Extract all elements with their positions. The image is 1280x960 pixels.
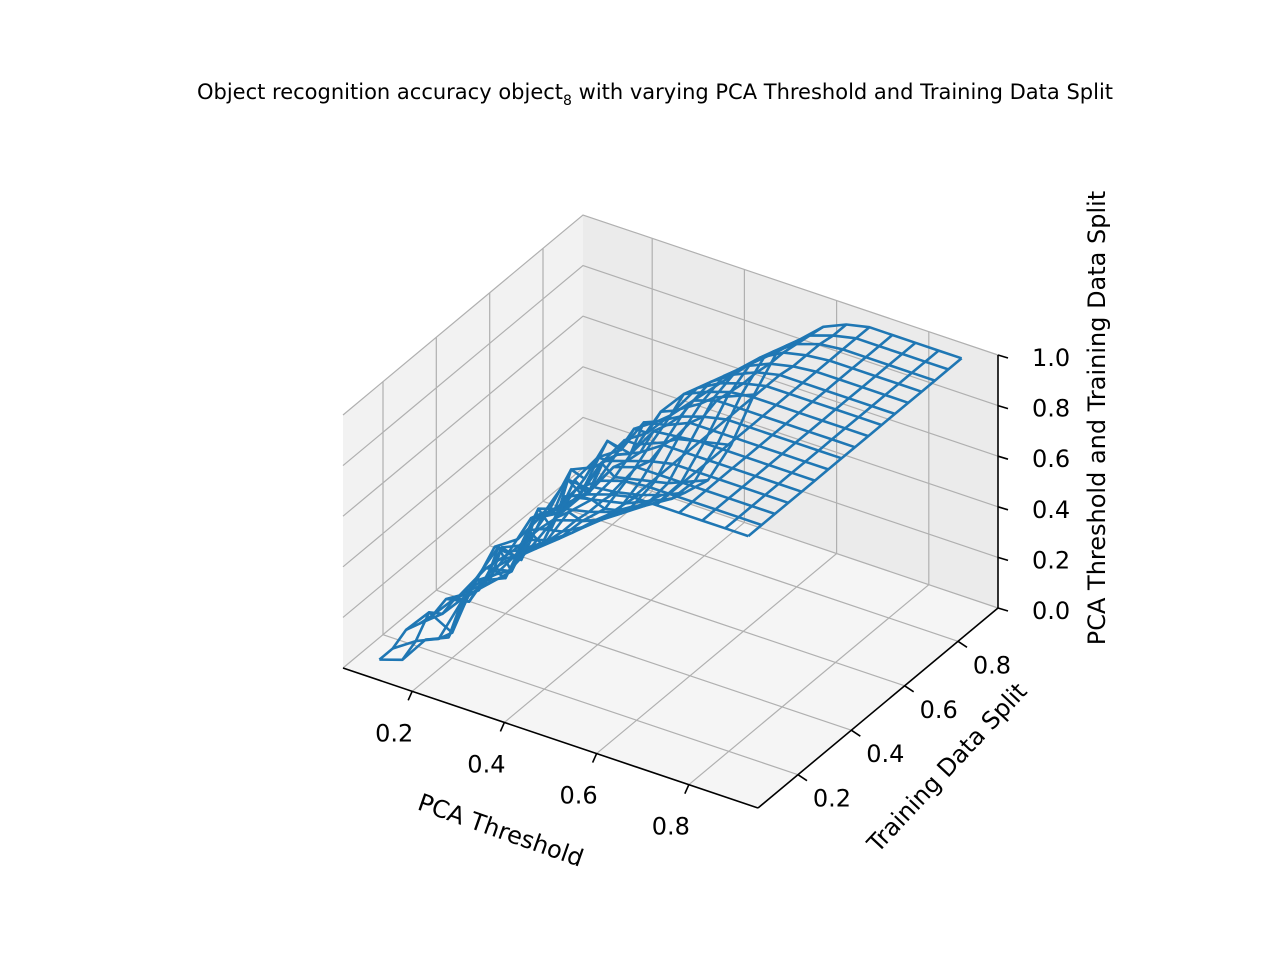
x-tick-mark: [591, 753, 598, 763]
z-tick-label: 0.0: [1032, 597, 1070, 625]
chart-title: Object recognition accuracy object8 with…: [197, 80, 1113, 109]
chart-title-main: Object recognition accuracy object: [197, 80, 563, 104]
x-tick-label: 0.4: [467, 750, 505, 778]
z-axis-label: PCA Threshold and Training Data Split: [1083, 191, 1111, 645]
y-tick-label: 0.4: [866, 740, 904, 768]
y-tick-label: 0.2: [813, 785, 851, 813]
z-gridline: [342, 416, 999, 618]
y-tick-label: 0.8: [973, 651, 1011, 679]
axis-gridlines: [342, 214, 999, 786]
wireframe-column-line: [516, 437, 732, 540]
x-tick-mark: [499, 722, 506, 732]
z-tick-label: 0.4: [1032, 496, 1070, 524]
axis-panes: [343, 215, 998, 808]
y-tick-label: 0.6: [920, 696, 958, 724]
x-tick-label: 0.2: [375, 719, 413, 747]
z-gridline: [342, 315, 999, 517]
wireframe-column-line: [632, 323, 848, 499]
z-tick-mark: [997, 455, 1009, 460]
y-tick-mark: [957, 640, 968, 648]
wireframe-column-line: [747, 357, 963, 538]
y-tick-mark: [797, 774, 808, 782]
z-gridline: [342, 214, 999, 416]
wireframe-column-line: [494, 461, 709, 562]
wireframe-surface: [378, 323, 963, 662]
z-tick-label: 0.8: [1032, 395, 1070, 423]
wireframe-column-line: [724, 349, 940, 530]
x-tick-label: 0.6: [560, 782, 598, 810]
z-tick-mark: [997, 556, 1009, 562]
wireframe-column-line: [655, 326, 871, 506]
z-gridline: [342, 264, 999, 467]
wireframe-column-line: [608, 325, 825, 496]
z-tick-label: 1.0: [1032, 344, 1070, 372]
wireframe-column-line: [471, 491, 686, 591]
z-tick-mark: [997, 506, 1009, 511]
x-tick-mark: [684, 784, 690, 794]
tick-labels: 0.2 0.4 0.6 0.8 0.2 0.4 0.6 0.8 0.0 0.2 0.4 0.6 0.8 1…: [375, 344, 1070, 841]
axis-lines: [342, 354, 1009, 809]
z-tick-label: 0.2: [1032, 546, 1070, 574]
wireframe-column-line: [678, 334, 894, 514]
x-tick-mark: [407, 691, 413, 701]
z-tick-label: 0.6: [1032, 445, 1070, 473]
z-gridline: [342, 366, 999, 568]
left-wall-pane: [343, 215, 583, 668]
chart-title-suffix: with varying PCA Threshold and Training …: [572, 80, 1113, 104]
z-tick-mark: [997, 354, 1009, 359]
chart-title-subscript: 8: [563, 93, 572, 109]
z-tick-mark: [997, 404, 1009, 410]
wireframe-column-line: [585, 338, 801, 496]
y-tick-mark: [850, 729, 861, 737]
back-wall-pane: [583, 215, 998, 608]
x-tick-label: 0.8: [652, 813, 690, 841]
y-tick-mark: [904, 685, 915, 693]
wireframe-column-line: [701, 341, 917, 522]
z-tick-mark: [997, 607, 1009, 612]
